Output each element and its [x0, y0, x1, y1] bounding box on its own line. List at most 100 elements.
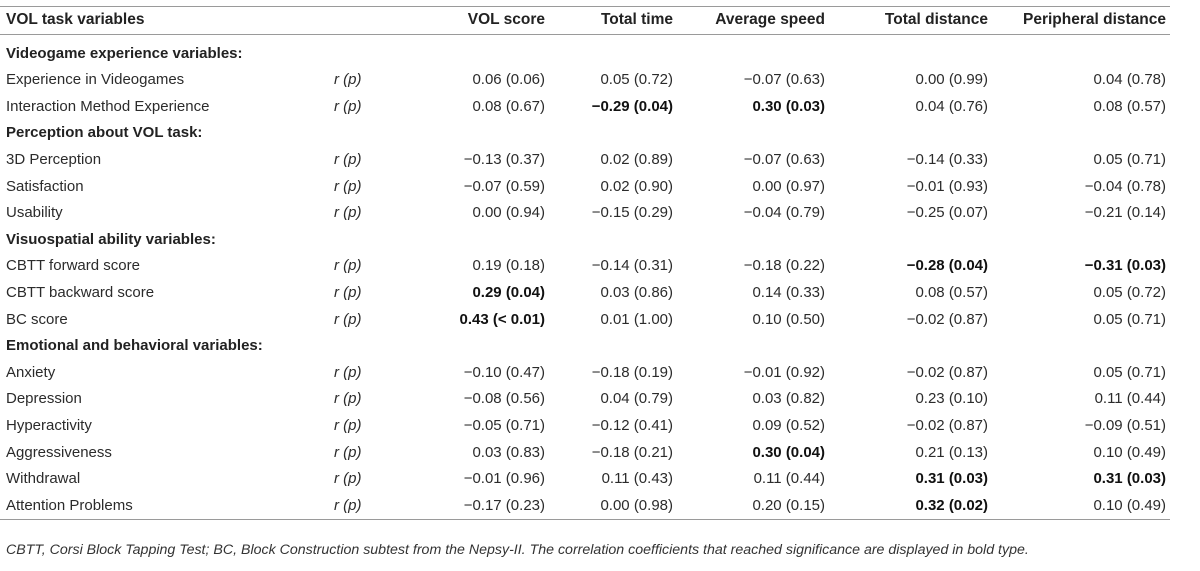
average-speed-cell: −0.07 (0.63): [743, 150, 825, 168]
row-label: CBTT backward score: [6, 283, 155, 301]
row-stat: r (p): [334, 71, 362, 89]
row-label: Aggressiveness: [6, 443, 112, 461]
peripheral-distance-cell: 0.08 (0.57): [1093, 97, 1166, 115]
row-stat: r (p): [334, 310, 362, 328]
total-distance-cell: 0.08 (0.57): [915, 283, 988, 301]
header-average-speed: Average speed: [677, 6, 829, 35]
peripheral-distance-cell: −0.09 (0.51): [1084, 416, 1166, 434]
average-speed-cell: 0.00 (0.97): [752, 177, 825, 195]
peripheral-distance-cell: 0.04 (0.78): [1093, 71, 1166, 89]
row-stat: r (p): [334, 363, 362, 381]
section-title: Videogame experience variables:: [6, 44, 243, 62]
table-row: Depression r (p) −0.08 (0.56) 0.04 (0.79) 0.…: [0, 386, 1170, 413]
header-peripheral-distance: Peripheral distance: [992, 6, 1170, 35]
table-row: Aggressiveness r (p) 0.03 (0.83) −0.18 (0.2…: [0, 440, 1170, 467]
total-distance-cell: 0.04 (0.76): [915, 97, 988, 115]
row-label: Experience in Videogames: [6, 71, 185, 89]
total-distance-cell: −0.02 (0.87): [906, 363, 988, 381]
row-stat: r (p): [334, 257, 362, 275]
row-stat: r (p): [334, 470, 362, 488]
total-time-cell: 0.05 (0.72): [600, 71, 673, 89]
total-distance-cell: −0.01 (0.93): [906, 177, 988, 195]
header-total-time: Total time: [549, 6, 677, 35]
header-total-distance: Total distance: [829, 6, 992, 35]
row-stat: r (p): [334, 283, 362, 301]
total-time-cell: 0.11 (0.43): [601, 470, 673, 488]
row-label: Hyperactivity: [6, 416, 92, 434]
row-stat: r (p): [334, 204, 362, 222]
peripheral-distance-cell: 0.05 (0.71): [1093, 150, 1166, 168]
average-speed-cell: 0.30 (0.04): [752, 443, 825, 461]
header-stat: [332, 6, 387, 35]
average-speed-cell: 0.14 (0.33): [752, 283, 825, 301]
table-row: CBTT forward score r (p) 0.19 (0.18) −0.14 …: [0, 253, 1170, 280]
total-time-cell: −0.18 (0.19): [591, 363, 673, 381]
row-label: Usability: [6, 204, 63, 222]
row-label: CBTT forward score: [6, 257, 140, 275]
row-label: Interaction Method Experience: [6, 97, 210, 115]
vol-score-cell: 0.03 (0.83): [472, 443, 545, 461]
total-time-cell: 0.02 (0.90): [600, 177, 673, 195]
table-row: Attention Problems r (p) −0.17 (0.23) 0.00 …: [0, 492, 1170, 521]
total-distance-cell: 0.23 (0.10): [915, 390, 988, 408]
vol-score-cell: 0.08 (0.67): [472, 97, 545, 115]
total-distance-cell: −0.02 (0.87): [906, 416, 988, 434]
row-stat: r (p): [334, 390, 362, 408]
total-time-cell: −0.12 (0.41): [591, 416, 673, 434]
row-label: 3D Perception: [6, 150, 102, 168]
row-stat: r (p): [334, 177, 362, 195]
peripheral-distance-cell: 0.11 (0.44): [1094, 390, 1166, 408]
peripheral-distance-cell: 0.10 (0.49): [992, 492, 1170, 521]
vol-score-cell: 0.19 (0.18): [472, 257, 545, 275]
header-vol-task-variables: VOL task variables: [0, 6, 332, 35]
row-label: Depression: [6, 390, 82, 408]
vol-score-cell: 0.29 (0.04): [472, 283, 545, 301]
total-distance-cell: −0.25 (0.07): [906, 204, 988, 222]
table-row: Hyperactivity r (p) −0.05 (0.71) −0.12 (0.4…: [0, 413, 1170, 440]
section-header-row: Visuospatial ability variables:: [0, 227, 1170, 254]
table-body: Videogame experience variables: Experienc…: [0, 34, 1170, 521]
table-header: VOL task variables VOL score Total time …: [0, 6, 1170, 35]
average-speed-cell: 0.20 (0.15): [677, 492, 829, 521]
vol-score-cell: −0.17 (0.23): [387, 492, 549, 521]
row-label: Withdrawal: [6, 470, 81, 488]
total-time-cell: 0.03 (0.86): [600, 283, 673, 301]
average-speed-cell: 0.09 (0.52): [752, 416, 825, 434]
average-speed-cell: −0.07 (0.63): [743, 71, 825, 89]
peripheral-distance-cell: −0.31 (0.03): [1084, 257, 1166, 275]
peripheral-distance-cell: 0.05 (0.71): [1093, 363, 1166, 381]
table-row: Withdrawal r (p) −0.01 (0.96) 0.11 (0.43) 0.…: [0, 466, 1170, 493]
row-stat: r (p): [334, 443, 362, 461]
total-distance-cell: 0.32 (0.02): [829, 492, 992, 521]
vol-score-cell: −0.05 (0.71): [463, 416, 545, 434]
table-footnote: CBTT, Corsi Block Tapping Test; BC, Bloc…: [6, 542, 1029, 558]
average-speed-cell: 0.30 (0.03): [752, 97, 825, 115]
total-time-cell: 0.00 (0.98): [549, 492, 677, 521]
table-row: Interaction Method Experience r (p) 0.08 (…: [0, 94, 1170, 121]
total-distance-cell: −0.14 (0.33): [906, 150, 988, 168]
table-row: Anxiety r (p) −0.10 (0.47) −0.18 (0.19) −0.0…: [0, 360, 1170, 387]
total-time-cell: −0.15 (0.29): [591, 204, 673, 222]
average-speed-cell: −0.18 (0.22): [743, 257, 825, 275]
total-time-cell: 0.01 (1.00): [600, 310, 673, 328]
vol-score-cell: −0.13 (0.37): [463, 150, 545, 168]
average-speed-cell: 0.03 (0.82): [752, 390, 825, 408]
average-speed-cell: 0.10 (0.50): [752, 310, 825, 328]
table-row: CBTT backward score r (p) 0.29 (0.04) 0.03 …: [0, 280, 1170, 307]
section-title: Perception about VOL task:: [6, 124, 203, 142]
table-row: BC score r (p) 0.43 (< 0.01) 0.01 (1.00) 0.1…: [0, 307, 1170, 334]
vol-score-cell: −0.10 (0.47): [463, 363, 545, 381]
vol-score-cell: −0.07 (0.59): [463, 177, 545, 195]
average-speed-cell: −0.01 (0.92): [743, 363, 825, 381]
total-distance-cell: −0.28 (0.04): [906, 257, 988, 275]
section-title: Visuospatial ability variables:: [6, 230, 216, 248]
header-vol-score: VOL score: [387, 6, 549, 35]
header-row: VOL task variables VOL score Total time …: [0, 6, 1170, 35]
section-header-row: Emotional and behavioral variables:: [0, 333, 1170, 360]
total-distance-cell: −0.02 (0.87): [906, 310, 988, 328]
row-stat: r (p): [332, 492, 387, 521]
row-stat: r (p): [334, 97, 362, 115]
peripheral-distance-cell: 0.05 (0.72): [1093, 283, 1166, 301]
total-time-cell: −0.18 (0.21): [591, 443, 673, 461]
